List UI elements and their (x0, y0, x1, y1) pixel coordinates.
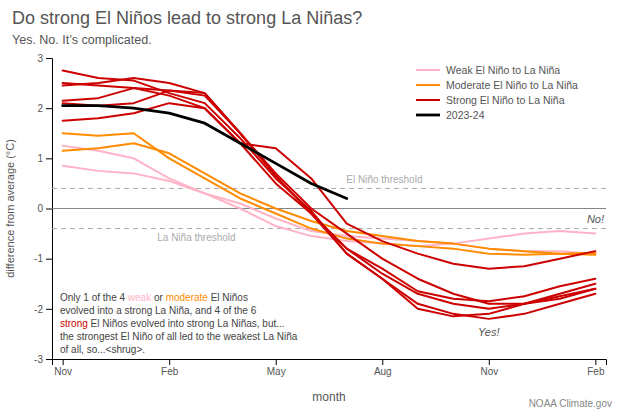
y-tick: 3 (37, 53, 52, 64)
tick-label: Aug (374, 366, 392, 377)
annotation-part: weak (127, 292, 152, 303)
subtitle: Yes. No. It’s complicated. (12, 33, 152, 47)
texts: El Niño threshold La Niña threshold Yes! No… (60, 174, 604, 355)
tick-label: May (267, 366, 286, 377)
legend-swatch (416, 84, 440, 86)
series-line (63, 83, 596, 269)
annotation-part: or (151, 292, 165, 303)
reference-label: El Niño threshold (346, 174, 422, 185)
y-tick: 2 (37, 103, 52, 114)
annotation: Yes! (478, 326, 499, 338)
series-line (63, 71, 596, 317)
tick-mark (595, 359, 596, 365)
reference-line (52, 188, 606, 189)
series-line (63, 78, 596, 319)
tick-mark (169, 359, 170, 365)
legend-swatch (416, 99, 440, 101)
annotation-line: the strongest El Niño of all led to the … (60, 331, 298, 342)
x-tick: Feb (587, 359, 605, 377)
y-tick: -2 (34, 304, 52, 315)
legend-item: Moderate El Niño to La Niña (416, 79, 578, 91)
reference-line (52, 208, 606, 209)
tick-mark (46, 108, 52, 109)
y-axis: -3 -2 -1 0 1 2 3 (34, 53, 52, 365)
series-line (63, 143, 596, 254)
tick-mark (46, 209, 52, 210)
x-tick: Feb (161, 359, 179, 377)
x-axis-title: month (312, 390, 345, 404)
annotation-line: of all, so...<shrug>. (60, 344, 145, 355)
series-line (63, 106, 347, 199)
reference-label: La Niña threshold (157, 232, 235, 243)
tick-label: Feb (587, 366, 605, 377)
tick-label: -2 (34, 304, 43, 315)
tick-label: 1 (37, 153, 43, 164)
tick-label: 0 (37, 203, 43, 214)
tick-label: Nov (54, 366, 72, 377)
marks (52, 71, 606, 319)
x-tick: Aug (374, 359, 392, 377)
tick-label: Feb (161, 366, 179, 377)
plot: -3 -2 -1 0 1 2 3 Nov Feb May Aug Nov Feb El Niño thre… (34, 53, 606, 377)
annotation-part: of all, so...<shrug>. (60, 344, 145, 355)
x-tick: May (267, 359, 286, 377)
legend-item: Strong El Niño to La Niña (416, 94, 565, 106)
legend-item: Weak El Niño to La Niña (416, 64, 560, 76)
legend-swatch (416, 69, 440, 71)
annotation-part: the strongest El Niño of all led to the … (60, 331, 298, 342)
legend-label: Weak El Niño to La Niña (446, 64, 560, 76)
tick-mark (46, 259, 52, 260)
legend-label: Strong El Niño to La Niña (446, 94, 565, 106)
y-axis-title: difference from average (°C) (4, 139, 16, 278)
axis-line (46, 59, 53, 360)
tick-mark (489, 359, 490, 365)
tick-mark (46, 58, 52, 59)
annotation-part: El Niños evolved into strong La Niñas, b… (88, 318, 285, 329)
tick-mark (46, 309, 52, 310)
annotation-part: evolved into a strong La Niña, and 4 of … (60, 305, 257, 316)
title: Do strong El Niños lead to strong La Niñ… (12, 8, 362, 28)
legend-label: 2023-24 (446, 109, 485, 121)
tick-label: 2 (37, 103, 43, 114)
legend: Weak El Niño to La Niña Moderate El Niño … (416, 64, 578, 121)
tick-mark (46, 158, 52, 159)
tick-mark (63, 359, 64, 365)
tick-mark (382, 359, 383, 365)
legend-swatch (416, 114, 440, 117)
legend-label: Moderate El Niño to La Niña (446, 79, 578, 91)
annotation-line: Only 1 of the 4 weak or moderate El Niño… (60, 292, 248, 303)
tick-label: 3 (37, 53, 43, 64)
annotation-part: Only 1 of the 4 (60, 292, 128, 303)
axis-line (53, 360, 607, 366)
annotation-part: strong (60, 318, 88, 329)
annotation: No! (587, 213, 604, 225)
tick-label: -1 (34, 253, 43, 264)
y-tick: -3 (34, 354, 52, 365)
tick-label: Nov (480, 366, 498, 377)
x-axis: Nov Feb May Aug Nov Feb (53, 359, 607, 377)
series-line (63, 88, 596, 309)
x-tick: Nov (54, 359, 72, 377)
y-tick: 0 (37, 203, 52, 214)
legend-item: 2023-24 (416, 109, 485, 121)
tick-mark (276, 359, 277, 365)
reference-line (52, 228, 606, 229)
tick-label: -3 (34, 354, 43, 365)
x-tick: Nov (480, 359, 498, 377)
annotation-line: strong El Niños evolved into strong La N… (60, 318, 285, 329)
annotation-line: evolved into a strong La Niña, and 4 of … (60, 305, 257, 316)
tick-mark (46, 359, 52, 360)
footnote: NOAA Climate.gov (529, 398, 612, 409)
annotation-part: El Niños (208, 292, 248, 303)
y-tick: 1 (37, 153, 52, 164)
series-line (63, 91, 596, 304)
chart: Do strong El Niños lead to strong La Niñ… (0, 0, 620, 413)
series-line (63, 133, 596, 254)
annotation-part: moderate (166, 292, 209, 303)
y-tick: -1 (34, 253, 52, 264)
